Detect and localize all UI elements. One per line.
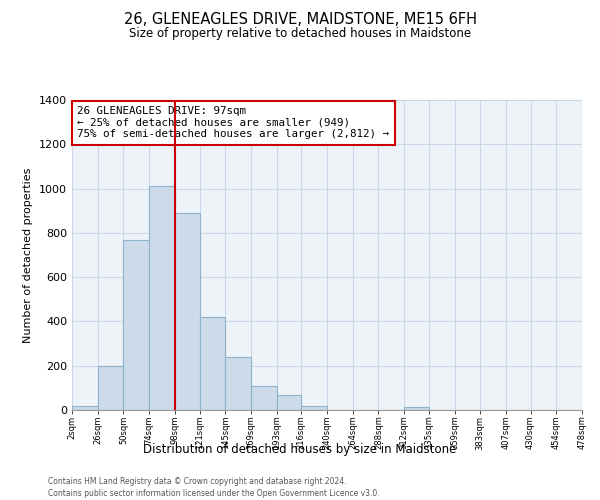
Text: 26 GLENEAGLES DRIVE: 97sqm
← 25% of detached houses are smaller (949)
75% of sem: 26 GLENEAGLES DRIVE: 97sqm ← 25% of deta… xyxy=(77,106,389,140)
Text: Contains public sector information licensed under the Open Government Licence v3: Contains public sector information licen… xyxy=(48,489,380,498)
Bar xyxy=(149,186,175,410)
Bar xyxy=(277,394,301,410)
Bar xyxy=(124,240,149,410)
Bar xyxy=(199,317,225,410)
Y-axis label: Number of detached properties: Number of detached properties xyxy=(23,168,34,342)
Text: Contains HM Land Registry data © Crown copyright and database right 2024.: Contains HM Land Registry data © Crown c… xyxy=(48,478,347,486)
Bar xyxy=(404,406,429,410)
Bar xyxy=(98,366,124,410)
Text: 26, GLENEAGLES DRIVE, MAIDSTONE, ME15 6FH: 26, GLENEAGLES DRIVE, MAIDSTONE, ME15 6F… xyxy=(124,12,476,28)
Bar xyxy=(72,406,98,410)
Text: Size of property relative to detached houses in Maidstone: Size of property relative to detached ho… xyxy=(129,28,471,40)
Text: Distribution of detached houses by size in Maidstone: Distribution of detached houses by size … xyxy=(143,442,457,456)
Bar xyxy=(175,213,199,410)
Bar xyxy=(225,357,251,410)
Bar xyxy=(301,406,327,410)
Bar xyxy=(251,386,277,410)
